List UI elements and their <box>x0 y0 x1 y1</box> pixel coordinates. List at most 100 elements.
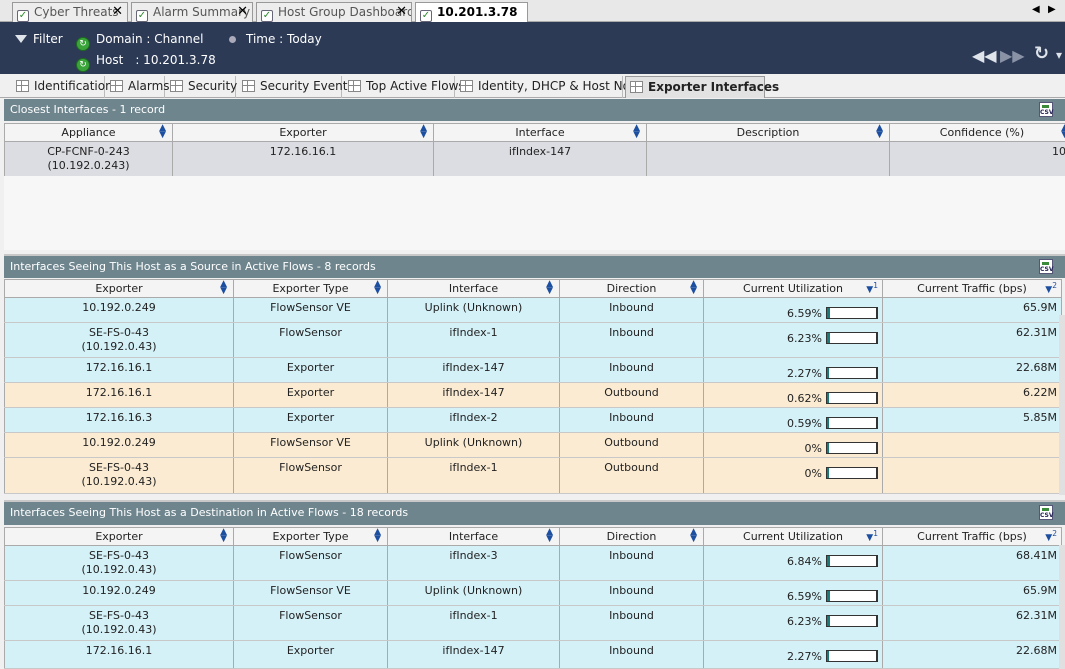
sort-priority: 1 <box>873 281 878 290</box>
utilization-bar <box>826 615 878 627</box>
column-header-current-traffic[interactable]: Current Traffic (bps) ▼2 <box>882 527 1062 546</box>
csv-export-icon[interactable]: CSV <box>1039 259 1053 274</box>
tab-exporter-interfaces[interactable]: Exporter Interfaces <box>625 76 779 98</box>
tab-identity-dhcp-host-notes[interactable]: Identity, DHCP & Host Notes <box>456 76 648 98</box>
time-selector[interactable]: Time : Today <box>229 32 322 46</box>
check-icon: ✓ <box>136 10 148 22</box>
scroll-right-icon[interactable]: ▶ <box>1048 4 1056 15</box>
column-header-exporter[interactable]: Exporter ▲ ▼ <box>172 123 434 142</box>
table-row[interactable]: SE-FS-0-43 (10.192.0.43) FlowSensor ifIndex… <box>4 545 1062 581</box>
column-header-direction[interactable]: Direction ▲ ▼ <box>559 527 704 546</box>
tab-host-group-dashboard[interactable]: ✓ Host Group Dashboard ✕ <box>256 2 412 22</box>
column-header-direction[interactable]: Direction ▲ ▼ <box>559 279 704 298</box>
table-icon <box>630 81 643 93</box>
close-icon[interactable]: ✕ <box>112 4 123 19</box>
table-row[interactable]: 172.16.16.1 Exporter ifIndex-147 Inbound 2.2… <box>4 357 1062 383</box>
next-icon[interactable]: ▶▶ <box>1000 46 1025 65</box>
column-header-exporter-type[interactable]: Exporter Type ▲ ▼ <box>233 279 388 298</box>
sort-icon[interactable]: ▲▼ <box>374 527 381 544</box>
csv-export-icon[interactable]: CSV <box>1039 505 1053 520</box>
sort-icon[interactable]: ▲▼ <box>690 527 697 544</box>
table-row[interactable]: 172.16.16.1 Exporter ifIndex-147 Outbound 0.… <box>4 382 1062 408</box>
column-header-appliance[interactable]: Appliance ▲ ▼ <box>4 123 173 142</box>
column-header-exporter[interactable]: Exporter ▲ ▼ <box>4 527 234 546</box>
table-row[interactable]: SE-FS-0-43 (10.192.0.43) FlowSensor ifIndex… <box>4 322 1062 358</box>
utilization-bar <box>826 307 878 319</box>
tab-top-active-flows[interactable]: Top Active Flows <box>344 76 465 98</box>
vertical-scrollbar[interactable] <box>1059 545 1065 669</box>
sort-icon[interactable]: ▲▼ <box>420 123 427 140</box>
tab-alarm-summary[interactable]: ✓ Alarm Summary ✕ <box>131 2 253 22</box>
sort-icon[interactable]: ▲▼ <box>546 527 553 544</box>
sort-icon[interactable]: ▲▼ <box>220 279 227 296</box>
exporter-name: 10.192.0.249 <box>82 584 156 597</box>
column-header-interface[interactable]: Interface ▲ ▼ <box>433 123 647 142</box>
previous-icon[interactable]: ◀◀ <box>972 46 997 65</box>
tab-alarms[interactable]: Alarms <box>106 76 170 98</box>
table-row[interactable]: 10.192.0.249 FlowSensor VE Uplink (Unknown… <box>4 580 1062 606</box>
sort-icon[interactable]: ▲▼ <box>374 279 381 296</box>
appliance-name: CP-FCNF-0-243 <box>47 145 130 158</box>
table-row[interactable]: SE-FS-0-43 (10.192.0.43) FlowSensor ifIndex… <box>4 605 1062 641</box>
tab-host-10-201-3-78[interactable]: ✓ 10.201.3.78 <box>415 2 528 23</box>
column-header-exporter-type[interactable]: Exporter Type ▲ ▼ <box>233 527 388 546</box>
utilization-bar-fill <box>827 393 829 403</box>
sort-icon[interactable]: ▲▼ <box>876 123 883 140</box>
utilization-bar-tick <box>876 332 877 344</box>
utilization-value: 2.27% <box>787 367 822 380</box>
direction-cell: Inbound <box>559 545 704 581</box>
column-header-current-utilization[interactable]: Current Utilization ▼1 <box>703 527 883 546</box>
tab-cyber-threats[interactable]: ✓ Cyber Threats ✕ <box>12 2 128 22</box>
sort-desc-icon[interactable]: ▼1 <box>866 529 878 543</box>
column-header-interface[interactable]: Interface ▲ ▼ <box>387 279 560 298</box>
sort-desc-icon[interactable]: ▼2 <box>1045 529 1057 543</box>
sort-desc-icon[interactable]: ▼2 <box>1045 281 1057 295</box>
table-row[interactable]: SE-FS-0-43 (10.192.0.43) FlowSensor ifIndex… <box>4 457 1062 494</box>
filter-button[interactable]: Filter <box>15 32 63 46</box>
sort-icon[interactable]: ▲▼ <box>633 123 640 140</box>
column-header-description[interactable]: Description ▲ ▼ <box>646 123 890 142</box>
sort-icon[interactable]: ▲▼ <box>220 527 227 544</box>
table-row[interactable]: 10.192.0.249 FlowSensor VE Uplink (Unknown… <box>4 432 1062 458</box>
host-selector[interactable]: ↻ Host: 10.201.3.78 <box>76 53 216 72</box>
tab-security[interactable]: Security <box>166 76 237 98</box>
sort-priority: 2 <box>1052 529 1057 538</box>
table-row[interactable]: CP-FCNF-0-243 (10.192.0.243) 172.16.16.1 … <box>4 141 1065 177</box>
vertical-scrollbar[interactable] <box>1059 315 1065 495</box>
host-header: Filter ↻ Domain : Channel Time : Today ↻ H… <box>0 22 1065 74</box>
tab-label: Identification <box>34 79 113 93</box>
sort-icon[interactable]: ▲▼ <box>1061 125 1065 140</box>
column-label: Exporter Type <box>272 282 349 295</box>
table-row[interactable]: 10.192.0.249 FlowSensor VE Uplink (Unknown… <box>4 297 1062 323</box>
tab-label: Top Active Flows <box>366 79 465 93</box>
sort-icon[interactable]: ▲▼ <box>546 279 553 296</box>
column-header-exporter[interactable]: Exporter ▲ ▼ <box>4 279 234 298</box>
sort-icon[interactable]: ▲▼ <box>159 123 166 140</box>
tab-identification[interactable]: Identification <box>12 76 113 98</box>
scroll-left-icon[interactable]: ◀ <box>1032 4 1040 15</box>
table-row[interactable]: 172.16.16.1 Exporter ifIndex-147 Inbound 2.2… <box>4 640 1062 669</box>
utilization-bar-tick <box>876 392 877 404</box>
column-header-current-utilization[interactable]: Current Utilization ▼1 <box>703 279 883 298</box>
column-header-current-traffic[interactable]: Current Traffic (bps) ▼2 <box>882 279 1062 298</box>
column-label: Description <box>736 126 800 139</box>
dropdown-icon[interactable]: ▾ <box>1056 48 1063 62</box>
utilization-cell: 6.84% <box>703 545 883 581</box>
exporter-ip: (10.192.0.43) <box>81 475 157 488</box>
table-row[interactable]: 172.16.16.3 Exporter ifIndex-2 Inbound 0.59%… <box>4 407 1062 433</box>
source-interfaces-table: Exporter ▲ ▼ Exporter Type ▲ ▼ Interface ▲ ▼ D… <box>4 279 1062 494</box>
panel-title-text: Closest Interfaces - 1 record <box>10 103 166 116</box>
utilization-bar-tick <box>876 650 877 662</box>
domain-selector[interactable]: ↻ Domain : Channel <box>76 32 204 51</box>
close-icon[interactable]: ✕ <box>396 4 407 19</box>
column-header-confidence[interactable]: Confidence (%) ▲▼ <box>889 123 1065 142</box>
sort-icon[interactable]: ▲▼ <box>690 279 697 296</box>
csv-export-icon[interactable]: CSV <box>1039 102 1053 117</box>
refresh-icon[interactable]: ↻ <box>1034 43 1050 64</box>
tab-security-events[interactable]: Security Events <box>238 76 354 98</box>
close-icon[interactable]: ✕ <box>237 4 248 19</box>
utilization-cell: 0% <box>703 457 883 494</box>
sort-desc-icon[interactable]: ▼1 <box>866 281 878 295</box>
column-header-interface[interactable]: Interface ▲ ▼ <box>387 527 560 546</box>
exporter-type-cell: Exporter <box>233 357 388 383</box>
